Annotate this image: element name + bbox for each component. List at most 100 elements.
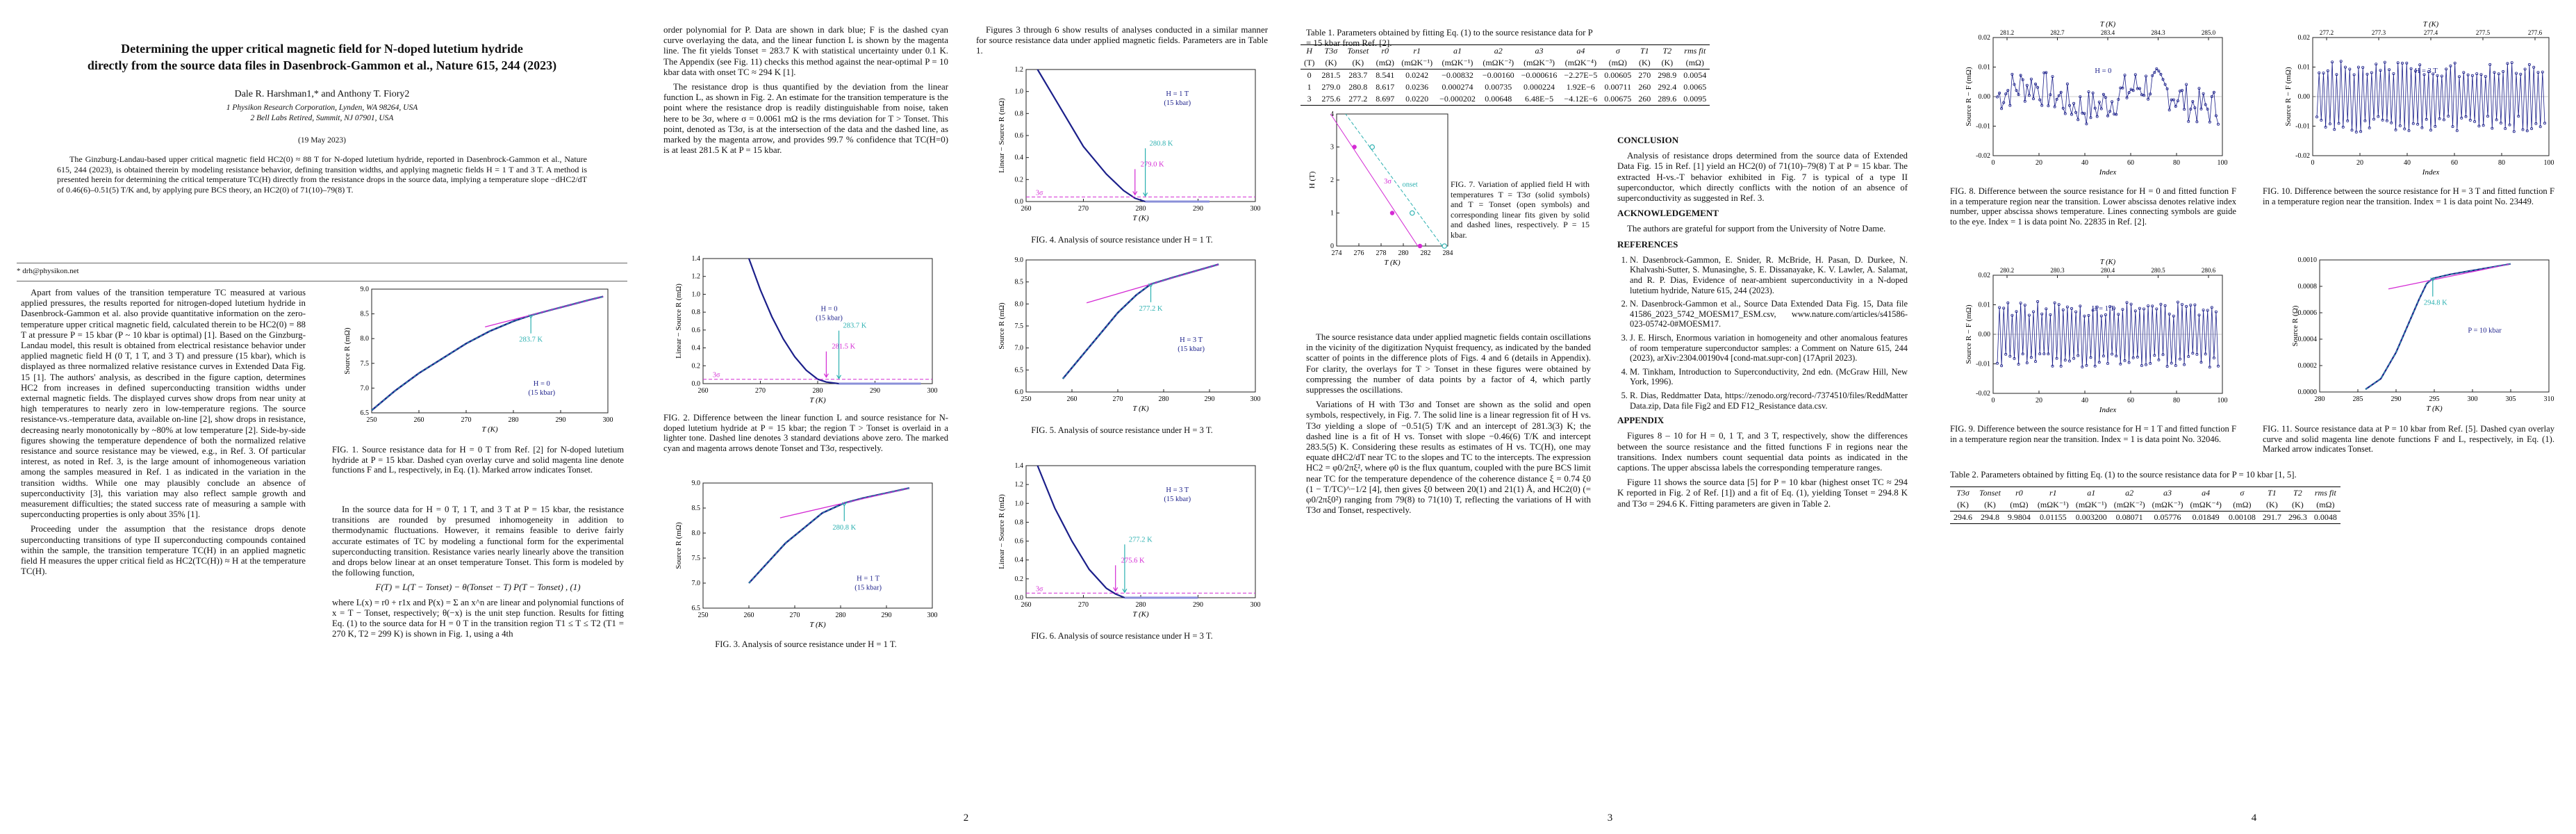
figure-1-caption: FIG. 1. Source resistance data for H = 0…: [332, 445, 624, 475]
table-1-grid: H T3σ Tonset r0 r1 a1 a2 a3 a4 σ T1 T2 rms fit (T) (K)…: [1301, 44, 1710, 106]
top-tick-label: 280.2: [2000, 267, 2014, 274]
figure-11-caption: FIG. 11. Source resistance data at P = 1…: [2263, 424, 2554, 455]
x-tick-label: 280: [1159, 395, 1169, 403]
x-tick-label: 270: [1078, 601, 1089, 609]
x-axis-label: T (K): [1132, 214, 1149, 222]
y-tick-label: 0.8: [1015, 518, 1024, 526]
y-tick-label: 0.0002: [2298, 362, 2318, 370]
plot-frame: [371, 288, 609, 414]
table-row: 1 279.0 280.8 8.617 0.0236 0.000274 0.00735 0.0…: [1301, 81, 1710, 93]
table-cell: 292.4: [1658, 82, 1677, 92]
fit-curve-F: [748, 487, 910, 584]
x-tick-label: 290: [2391, 395, 2402, 403]
y-tick-label: -0.02: [1976, 390, 1990, 398]
plot-frame: [1336, 113, 1448, 247]
y-tick-label: 0.0004: [2298, 336, 2318, 343]
x-tick-label: 280: [813, 387, 823, 395]
y-tick-label: 4: [1330, 111, 1334, 118]
reference-item: N. Dasenbrock-Gammon et al., Source Data…: [1630, 299, 1908, 329]
onset-arrow-head: [528, 314, 534, 319]
table-cell: 0.000224: [1524, 82, 1555, 92]
onset-label: 280.8 K: [832, 524, 856, 532]
table-cell: 0.003200: [2072, 511, 2111, 524]
top-tick-label: 280.6: [2202, 267, 2216, 274]
three-sigma-label: 3σ: [1036, 585, 1043, 593]
table1-header-cell: (K): [1344, 57, 1373, 70]
fit-line-onset: [1345, 113, 1443, 247]
top-tick-label: 277.2: [2320, 29, 2334, 36]
x-tick-label: 250: [698, 612, 709, 619]
table-cell: −0.00160: [1482, 70, 1514, 80]
footnote: * drh@physikon.net: [17, 267, 79, 275]
field-label: H = 3 T: [2415, 67, 2438, 75]
figure-9-caption: FIG. 9. Difference between the source re…: [1950, 424, 2236, 444]
y-tick-label: 1.4: [692, 255, 701, 263]
y-tick-label: 0.2: [1015, 575, 1024, 583]
field-label: H = 1 T: [857, 575, 880, 582]
y-tick-label: 0.02: [2298, 34, 2311, 42]
table2-header-cell: (K): [1976, 499, 2004, 512]
y-tick-label: 9.0: [1015, 256, 1024, 264]
data-series-line: [1997, 68, 2219, 124]
difference-series-line: [1037, 69, 1146, 203]
x-tick-label: 40: [2081, 397, 2088, 404]
page1-column-1: Apart from values of the transition temp…: [21, 288, 306, 581]
affiliation-2: 2 Bell Labs Retired, Summit, NJ 07901, U…: [250, 114, 394, 122]
page-2: order polynomial for P. Data are shown i…: [644, 0, 1288, 834]
onset-arrow-head: [2430, 277, 2436, 282]
y-tick-label: 7.0: [1015, 345, 1024, 352]
page-number: 4: [2251, 812, 2257, 824]
table-cell: 0.0054: [1683, 70, 1707, 80]
table2-header-cell: r1: [2033, 486, 2072, 499]
y-tick-label: 0.0: [1015, 198, 1024, 206]
figure-7-caption: FIG. 7. Variation of applied field H wit…: [1451, 179, 1590, 240]
x-axis-label: T (K): [1384, 259, 1401, 267]
table-cell: 0: [1307, 70, 1312, 80]
y-tick-label: 0.6: [1015, 538, 1024, 546]
y-tick-label: 0.4: [1015, 557, 1024, 564]
table-cell: 0.00711: [1604, 82, 1632, 92]
table1-header-cell: (mΩK⁻¹): [1398, 57, 1437, 70]
y-axis-label: Linear − Source R (mΩ): [998, 494, 1006, 569]
y-tick-label: 0.8: [692, 309, 701, 316]
field-label: H = 1 T: [2092, 305, 2115, 313]
x-tick-label: 300: [927, 387, 938, 395]
table-cell: 0.00648: [1478, 93, 1518, 106]
x-tick-label: 20: [2036, 397, 2042, 404]
data-series-line: [1062, 263, 1219, 379]
y-tick-label: 0.4: [692, 345, 701, 352]
y-axis-label: Source R − F (mΩ): [1965, 67, 1973, 126]
table2-header-cell: T1: [2259, 486, 2285, 499]
x-tick-label: 295: [2429, 395, 2440, 403]
figure-3-caption: FIG. 3. Analysis of source resistance un…: [715, 639, 897, 649]
top-tick-label: 277.6: [2528, 29, 2543, 36]
figure-3-chart: 250 260 270 280 290 300 6.5 7.0 7.5 8.0 8.5 9.0 T (K…: [675, 480, 938, 629]
table-2-caption: Table 2. Parameters obtained by fitting …: [1950, 470, 2297, 480]
y-axis-label: H (T): [1309, 171, 1316, 188]
y-tick-label: 1.4: [1015, 462, 1024, 470]
y-tick-label: 7.0: [361, 384, 370, 392]
y-tick-label: 0.02: [1979, 34, 1991, 42]
y-tick-label: 8.5: [692, 505, 701, 512]
data-point: [2174, 104, 2177, 108]
y-tick-label: 0.6: [1015, 132, 1024, 140]
acknowledgement-heading: ACKNOWLEDGEMENT: [1617, 208, 1719, 219]
x-tick-label: 270: [755, 387, 766, 395]
table1-header-cell: T3σ: [1318, 44, 1344, 57]
table-2-grid: T3σ Tonset r0 r1 a1 a2 a3 a4 σ T1 T2 rms fit (K) (K)(…: [1950, 486, 2340, 524]
data-point-3sigma: [1389, 211, 1395, 215]
x-tick-label: 280: [1398, 250, 1409, 257]
data-point: [2155, 67, 2158, 71]
data-point: [2057, 94, 2061, 97]
table-cell: 294.8: [1976, 511, 2004, 524]
table-cell: 0.01849: [2186, 511, 2225, 524]
figure-7-chart: 274 276 278 280 282 284 0 1 2 3 4 T (K) H (T) 3σ onset: [1309, 111, 1453, 267]
reference-item: N. Dasenbrock-Gammon, E. Snider, R. McBr…: [1630, 255, 1908, 295]
table-cell: 6.48E−5: [1517, 93, 1561, 106]
page2-column-1: order polynomial for P. Data are shown i…: [663, 25, 948, 160]
x-tick-label: 20: [2356, 159, 2363, 167]
plot-frame: [1025, 259, 1256, 393]
reference-item: R. Dias, Reddmatter Data, https://zenodo…: [1630, 391, 1908, 411]
table-cell: −2.27E−5: [1564, 70, 1598, 80]
table1-header-cell: a3: [1517, 44, 1561, 57]
